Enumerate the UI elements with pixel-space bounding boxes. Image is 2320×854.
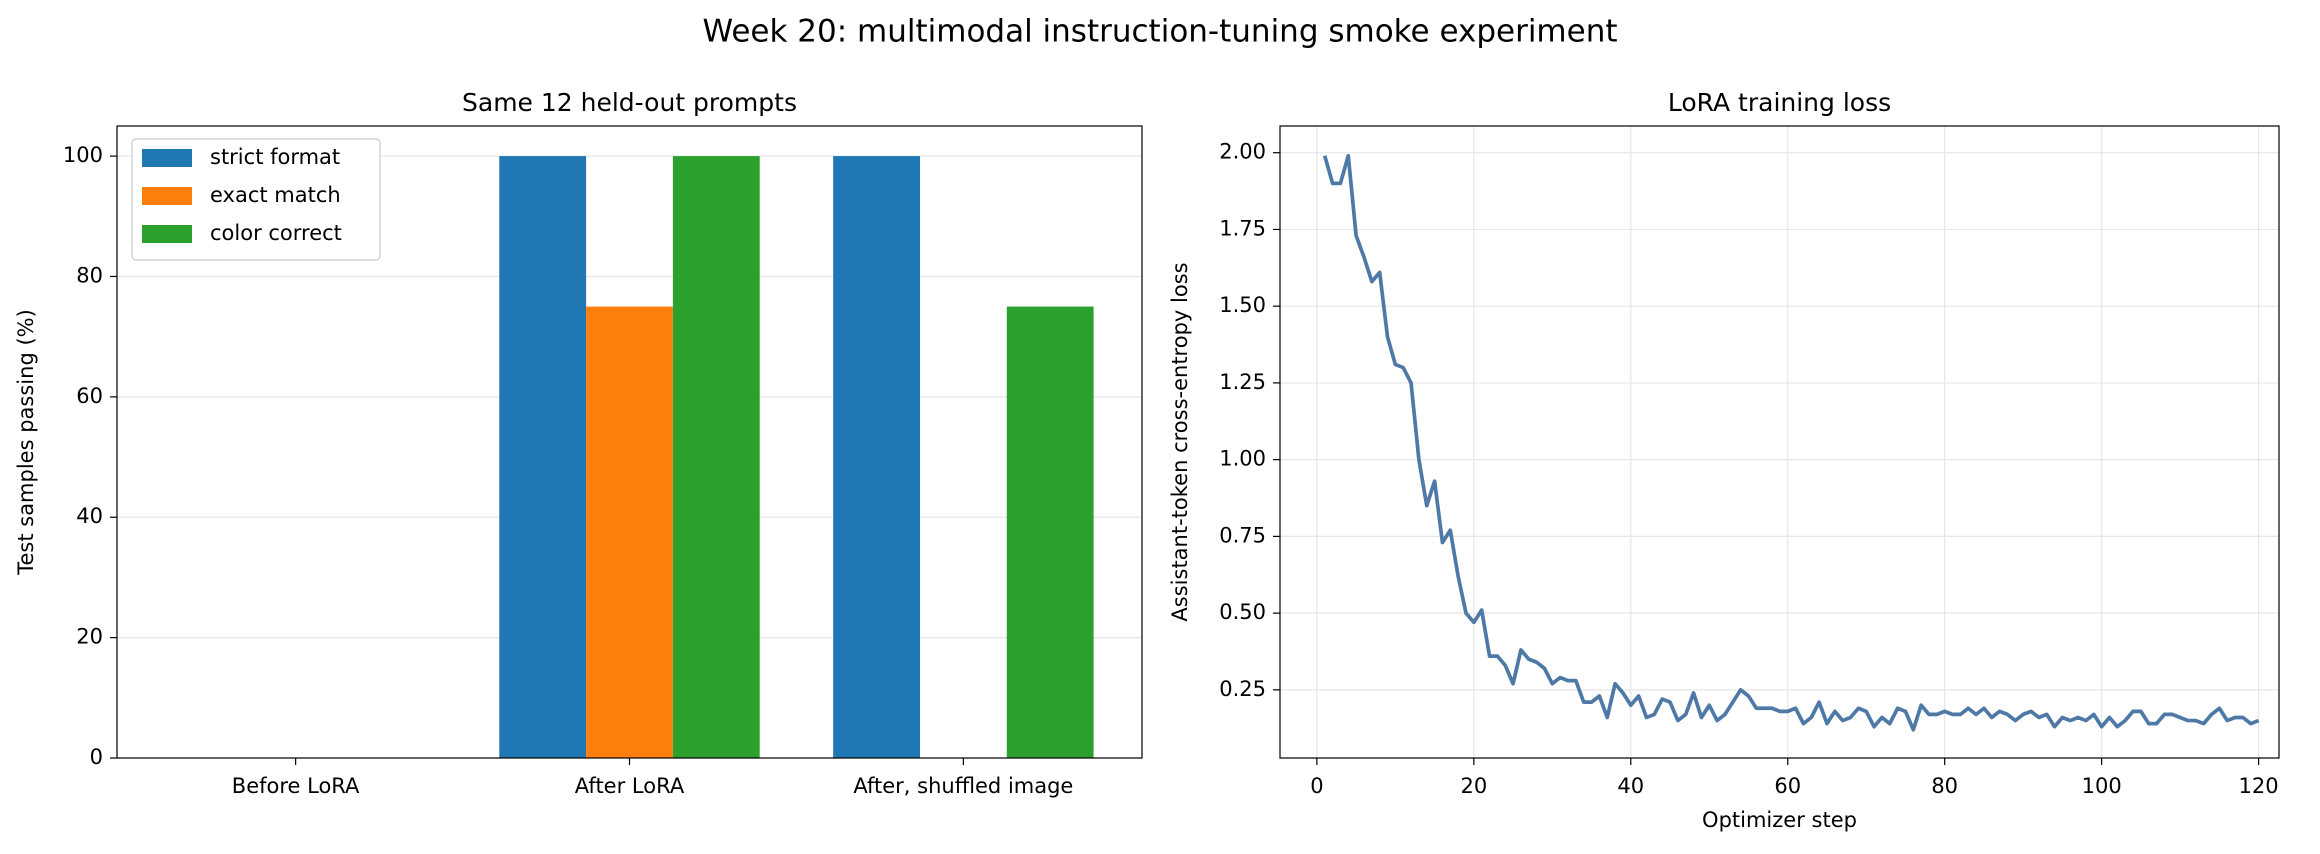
y-tick-label: 1.75	[1219, 216, 1266, 240]
y-tick-label: 1.25	[1219, 370, 1266, 394]
legend-swatch	[142, 187, 192, 205]
bar	[499, 156, 587, 759]
axes-title: Same 12 held-out prompts	[462, 88, 797, 117]
x-tick-label: After, shuffled image	[853, 774, 1073, 798]
y-axis-label: Assistant-token cross-entropy loss	[1168, 262, 1192, 621]
legend-label: strict format	[210, 145, 340, 169]
legend: strict format exact match color correct	[131, 138, 381, 261]
legend-swatch	[142, 149, 192, 167]
x-tick-label: 80	[1931, 774, 1958, 798]
x-tick-label: 20	[1460, 774, 1487, 798]
loss-line	[1322, 153, 2260, 732]
x-tick-label: 40	[1617, 774, 1644, 798]
y-tick-label: 20	[76, 625, 103, 649]
x-tick-label: 120	[2239, 774, 2279, 798]
x-tick-label: 60	[1774, 774, 1801, 798]
bar	[1006, 306, 1094, 758]
y-tick-label: 0.25	[1219, 677, 1266, 701]
bar	[586, 306, 673, 758]
y-tick-label: 0.75	[1219, 523, 1266, 547]
figure-title: Week 20: multimodal instruction-tuning s…	[702, 14, 1617, 50]
y-tick-label: 60	[76, 384, 103, 408]
x-tick-label: After LoRA	[575, 774, 685, 798]
axes-frame	[1279, 125, 2280, 759]
y-tick-label: 80	[76, 263, 103, 287]
y-tick-label: 1.00	[1219, 447, 1266, 471]
y-tick-label: 40	[76, 504, 103, 528]
bar	[833, 156, 920, 759]
x-tick-label: 100	[2082, 774, 2122, 798]
y-tick-label: 0	[90, 745, 103, 769]
y-tick-label: 2.00	[1219, 140, 1266, 164]
y-tick-label: 100	[63, 143, 103, 167]
x-tick-label: 0	[1310, 774, 1323, 798]
axes-title: LoRA training loss	[1668, 88, 1891, 117]
legend-label: exact match	[210, 183, 341, 207]
axes-frame	[116, 125, 1143, 759]
y-tick-label: 0.50	[1219, 600, 1266, 624]
legend-swatch	[142, 225, 192, 243]
y-tick-label: 1.50	[1219, 293, 1266, 317]
y-axis-label: Test samples passing (%)	[14, 309, 38, 576]
bar	[672, 156, 760, 759]
x-tick-label: Before LoRA	[232, 774, 360, 798]
x-axis-label: Optimizer step	[1702, 808, 1857, 832]
legend-frame	[131, 138, 381, 261]
legend-label: color correct	[210, 221, 342, 245]
